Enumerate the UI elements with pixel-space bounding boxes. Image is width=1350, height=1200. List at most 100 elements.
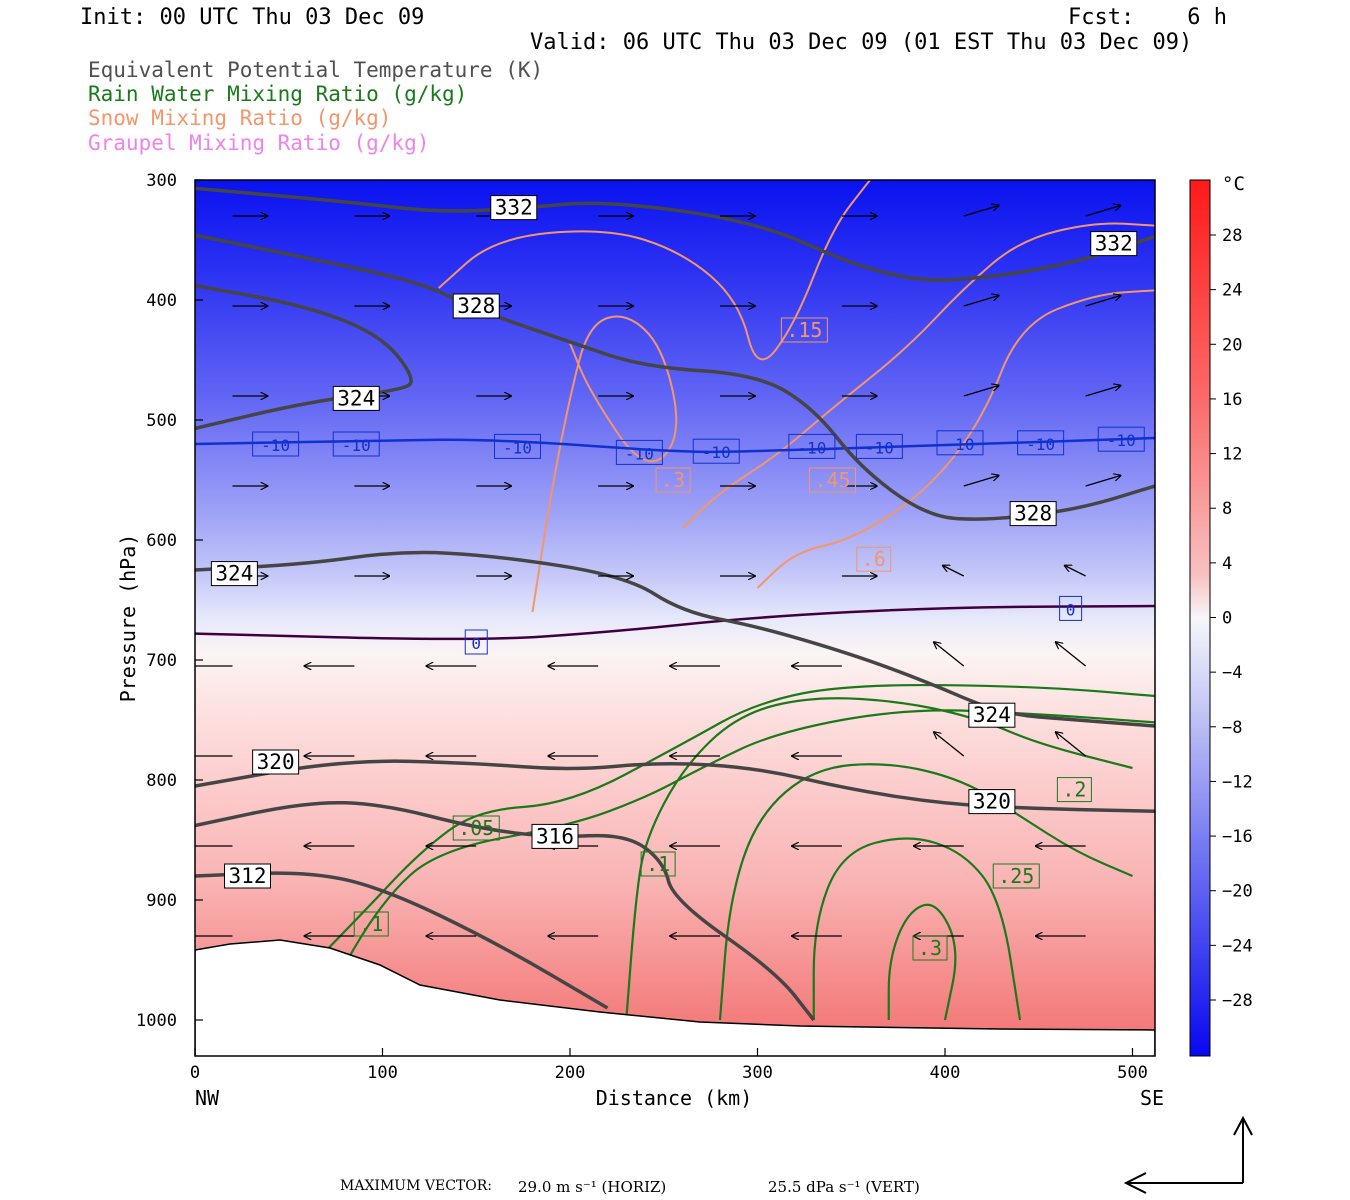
colorbar-tick-label-1: 24 [1222,281,1242,301]
wind-vector-65 [1085,386,1121,397]
colorbar-tick-label-12: −20 [1222,882,1253,902]
x-tick-label-3: 300 [742,1063,773,1083]
wind-vector-66 [1085,476,1121,487]
svg-text:-10: -10 [625,444,654,463]
colorbar-tick-label-14: −28 [1222,991,1253,1011]
rain-label-5-0: .3 [912,935,948,961]
theta-e-contour-2 [195,283,413,431]
rain-label-2-0: .1 [640,851,676,877]
theta-e-label-1-0: 328 [452,293,500,319]
colorbar-tick-label-0: 28 [1222,226,1242,246]
isotherm-label-0-9: -10 [1097,426,1145,452]
svg-text:.45: .45 [814,468,850,492]
theta-e-label-5-0: 316 [531,823,579,849]
svg-text:328: 328 [457,294,495,318]
wind-vector-58 [943,566,965,577]
svg-text:312: 312 [229,864,267,888]
legend-rain: Rain Water Mixing Ratio (g/kg) [88,82,468,106]
theta-e-contour-3 [195,550,1155,728]
theta-e-label-4-1: 320 [968,789,1016,815]
isotherm-label-1-1: 0 [1059,595,1083,621]
x-tick-label-5: 500 [1117,1063,1148,1083]
svg-text:320: 320 [973,790,1011,814]
isotherm-contour-0 [195,436,1155,454]
x-tick-label-2: 200 [555,1063,586,1083]
theta-e-contour-0 [195,186,1155,282]
isotherm-label-1-0: 0 [464,629,488,655]
colorbar-tick-label-11: −16 [1222,827,1253,847]
y-tick-label-1: 400 [146,291,177,311]
theta-e-contour-4 [195,759,1155,813]
snow-label-1-0: .3 [655,467,691,493]
svg-text:.05: .05 [458,816,494,840]
svg-text:-10: -10 [797,438,826,457]
x-tick-label-0: 0 [190,1063,200,1083]
rain-contour-5 [887,903,957,1021]
isotherm-label-0-2: -10 [494,433,541,459]
svg-text:-10: -10 [1026,435,1055,454]
isotherm-label-0-8: -10 [1017,430,1065,456]
svg-text:.3: .3 [918,936,942,960]
colorbar-tick-label-10: −12 [1222,772,1253,792]
theta-e-contour-1 [195,233,1155,521]
terrain [195,939,1155,1056]
svg-text:332: 332 [495,196,533,220]
rain-contour-3 [718,763,1133,1021]
theta-e-label-4-0: 320 [252,749,300,775]
max-vector-label: MAXIMUM VECTOR: [340,1178,492,1194]
wind-vector-63 [1085,206,1121,217]
theta-e-label-3-1: 324 [968,702,1016,728]
y-tick-label-2: 500 [146,411,177,431]
x-tick-label-4: 400 [930,1063,961,1083]
svg-text:-10: -10 [946,435,975,454]
wind-vector-54 [963,206,999,217]
y-tick-label-7: 1000 [136,1011,177,1031]
svg-text:328: 328 [1014,502,1052,526]
svg-text:.2: .2 [1062,778,1086,802]
wind-vector-55 [963,296,999,307]
theta-e-label-2-0: 324 [332,385,380,411]
snow-contour-1 [531,315,678,613]
legend-theta-e: Equivalent Potential Temperature (K) [88,58,544,82]
rain-contour-0 [269,683,1155,1009]
max-vector-vert: 25.5 dPa s⁻¹ (VERT) [768,1178,920,1196]
direction-right: SE [1140,1086,1164,1110]
colorbar-tick-label-6: 4 [1222,554,1232,574]
svg-text:.1: .1 [646,852,670,876]
theta-e-label-6-0: 312 [224,863,271,889]
colorbar-tick-label-9: −8 [1222,718,1242,738]
snow-label-0-0: .15 [780,317,828,343]
svg-text:.15: .15 [786,318,822,342]
svg-text:324: 324 [337,386,375,410]
isotherm-label-0-7: -10 [936,430,984,456]
rain-contour-4 [812,837,1022,1021]
snow-label-3-0: .6 [856,546,892,572]
rain-label-0-0: .05 [452,815,500,841]
colorbar-tick-label-13: −24 [1222,936,1253,956]
y-tick-label-6: 900 [146,891,177,911]
svg-text:332: 332 [1095,232,1133,256]
y-tick-label-4: 700 [146,651,177,671]
snow-contour-0 [438,180,871,361]
svg-text:.1: .1 [359,912,383,936]
isotherm-label-0-1: -10 [332,431,380,457]
wind-vector-64 [1085,296,1121,307]
svg-text:324: 324 [215,562,253,586]
isotherm-label-0-0: -10 [252,431,300,457]
rain-label-3-0: .2 [1056,777,1092,803]
temperature-shading [195,180,1155,1056]
svg-text:-10: -10 [702,443,731,462]
svg-text:.6: .6 [862,547,886,571]
y-tick-label-3: 600 [146,531,177,551]
svg-text:0: 0 [1066,600,1076,619]
legend-snow: Snow Mixing Ratio (g/kg) [88,106,392,130]
colorbar-unit: °C [1222,173,1245,195]
wind-vector-68 [1056,642,1087,667]
svg-text:316: 316 [536,824,574,848]
colorbar [1189,179,1211,1057]
wind-vector-67 [1065,566,1086,577]
isotherm-label-0-3: -10 [615,439,663,465]
theta-e-label-1-1: 328 [1009,501,1057,527]
x-axis-label: Distance (km) [596,1086,753,1110]
